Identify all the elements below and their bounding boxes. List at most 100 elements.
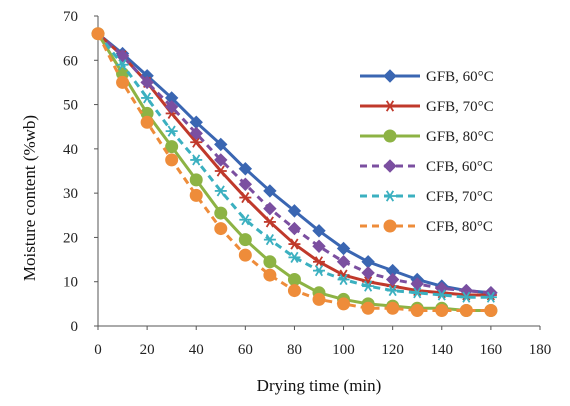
data-point-asterisk [337,273,350,286]
x-tick-label: 20 [140,342,155,358]
data-point-asterisk [165,125,178,137]
data-point-asterisk [313,256,325,268]
data-point-diamond [361,255,375,269]
y-tick-label: 70 [63,9,78,25]
series-6 [91,27,498,317]
data-point-diamond [410,277,424,291]
y-tick-label: 0 [71,319,79,335]
legend-entry-5: CFB, 70°C [360,189,493,205]
y-tick-label: 60 [63,53,78,69]
data-point-diamond [238,177,253,191]
data-point-circle [361,301,375,315]
x-tick-label: 80 [287,342,302,358]
x-tick-label: 40 [189,342,204,358]
legend-entry-3: GFB, 80°C [360,129,494,145]
data-point-diamond [287,204,302,218]
data-point-circle [116,75,130,89]
data-point-circle [484,304,498,317]
data-point-asterisk [190,154,203,166]
data-point-circle [214,206,228,220]
y-tick-label: 40 [63,142,78,158]
legend-label: GFB, 70°C [426,99,494,115]
data-point-asterisk [362,280,375,292]
data-point-circle [238,248,252,262]
data-point-asterisk [313,265,325,277]
data-point-diamond [383,159,397,173]
data-point-asterisk [239,191,252,204]
data-point-circle [435,304,449,317]
data-point-diamond [115,49,130,63]
y-tick-label: 20 [63,230,78,246]
series-line [96,32,491,299]
y-tick-label: 30 [63,186,78,202]
data-point-diamond [312,224,326,238]
legend-entry-2: GFB, 70°C [360,99,494,115]
data-point-asterisk [384,100,396,112]
data-point-asterisk [288,251,301,263]
data-point-circle [91,27,105,41]
legend-label: GFB, 60°C [426,69,494,85]
data-point-diamond [287,221,302,236]
data-point-asterisk [263,234,276,246]
data-point-circle [459,304,473,317]
data-point-circle [263,255,277,269]
data-point-diamond [336,255,351,269]
x-tick-label: 100 [332,342,355,358]
data-point-asterisk [214,185,227,197]
x-tick-label: 0 [94,342,102,358]
data-point-diamond [263,184,277,198]
data-point-circle [410,304,424,317]
x-tick-label: 60 [238,342,253,358]
x-tick-label: 180 [529,342,552,358]
legend-entry-4: CFB, 60°C [360,159,493,175]
data-point-circle [140,115,154,129]
legend-entry-1: GFB, 60°C [360,69,494,85]
legend-label: CFB, 60°C [426,159,493,175]
data-point-diamond [140,75,154,90]
data-point-diamond [385,272,400,287]
legend: GFB, 60°C GFB, 70°C GFB, 80°C CFB, 60°C CFB,… [360,69,494,235]
y-tick-label: 10 [63,275,78,291]
data-point-circle [189,173,203,187]
data-point-circle [165,153,179,167]
data-point-asterisk [435,289,448,301]
data-point-asterisk [141,92,154,104]
data-point-asterisk [384,190,396,202]
legend-label: CFB, 70°C [426,189,493,205]
data-point-diamond [164,100,179,114]
axes: 0 20 40 60 80 100 120 140 160 180 0 10 20 30 40 50 60 70 [63,9,551,358]
y-axis-title: Moisture content (%wb) [20,115,39,281]
x-tick-label: 120 [381,342,404,358]
data-point-circle [383,219,397,233]
data-point-asterisk [288,238,301,250]
data-point-circle [337,297,351,311]
data-point-asterisk [263,216,276,228]
data-point-diamond [238,162,253,176]
data-point-asterisk [116,59,129,71]
data-point-circle [287,273,301,286]
data-point-diamond [383,69,397,83]
data-point-diamond [336,241,351,256]
data-point-circle [214,222,228,236]
data-point-asterisk [411,287,424,299]
data-point-asterisk [386,284,399,297]
data-point-diamond [214,153,228,167]
legend-label: CFB, 80°C [426,219,493,235]
legend-entry-6: CFB, 80°C [360,219,493,235]
data-point-asterisk [239,214,252,226]
data-point-circle [312,292,326,306]
data-point-circle [238,233,252,247]
data-point-diamond [189,126,203,141]
data-point-circle [386,301,400,315]
data-point-diamond [263,201,277,216]
data-point-asterisk [214,165,227,177]
y-tick-label: 50 [63,98,78,114]
data-point-asterisk [190,136,203,148]
x-tick-label: 160 [480,342,503,358]
data-point-diamond [312,239,326,253]
series-layer [91,27,498,317]
data-point-diamond [214,137,228,152]
data-point-diamond [361,266,375,280]
data-point-circle [263,268,277,282]
